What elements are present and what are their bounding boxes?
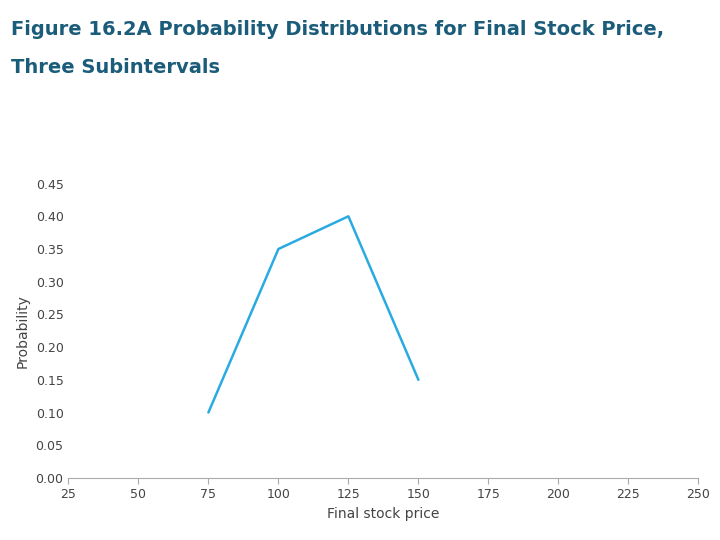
X-axis label: Final stock price: Final stock price [327,507,440,521]
Y-axis label: Probability: Probability [16,294,30,368]
Text: Copyright © 2017 McGraw-Hill Education. All rights reserved. No reproduction or : Copyright © 2017 McGraw-Hill Education. … [11,521,599,530]
Text: Three Subintervals: Three Subintervals [11,58,220,77]
Text: Figure 16.2A Probability Distributions for Final Stock Price,: Figure 16.2A Probability Distributions f… [11,20,664,39]
Text: 10: 10 [683,518,702,532]
